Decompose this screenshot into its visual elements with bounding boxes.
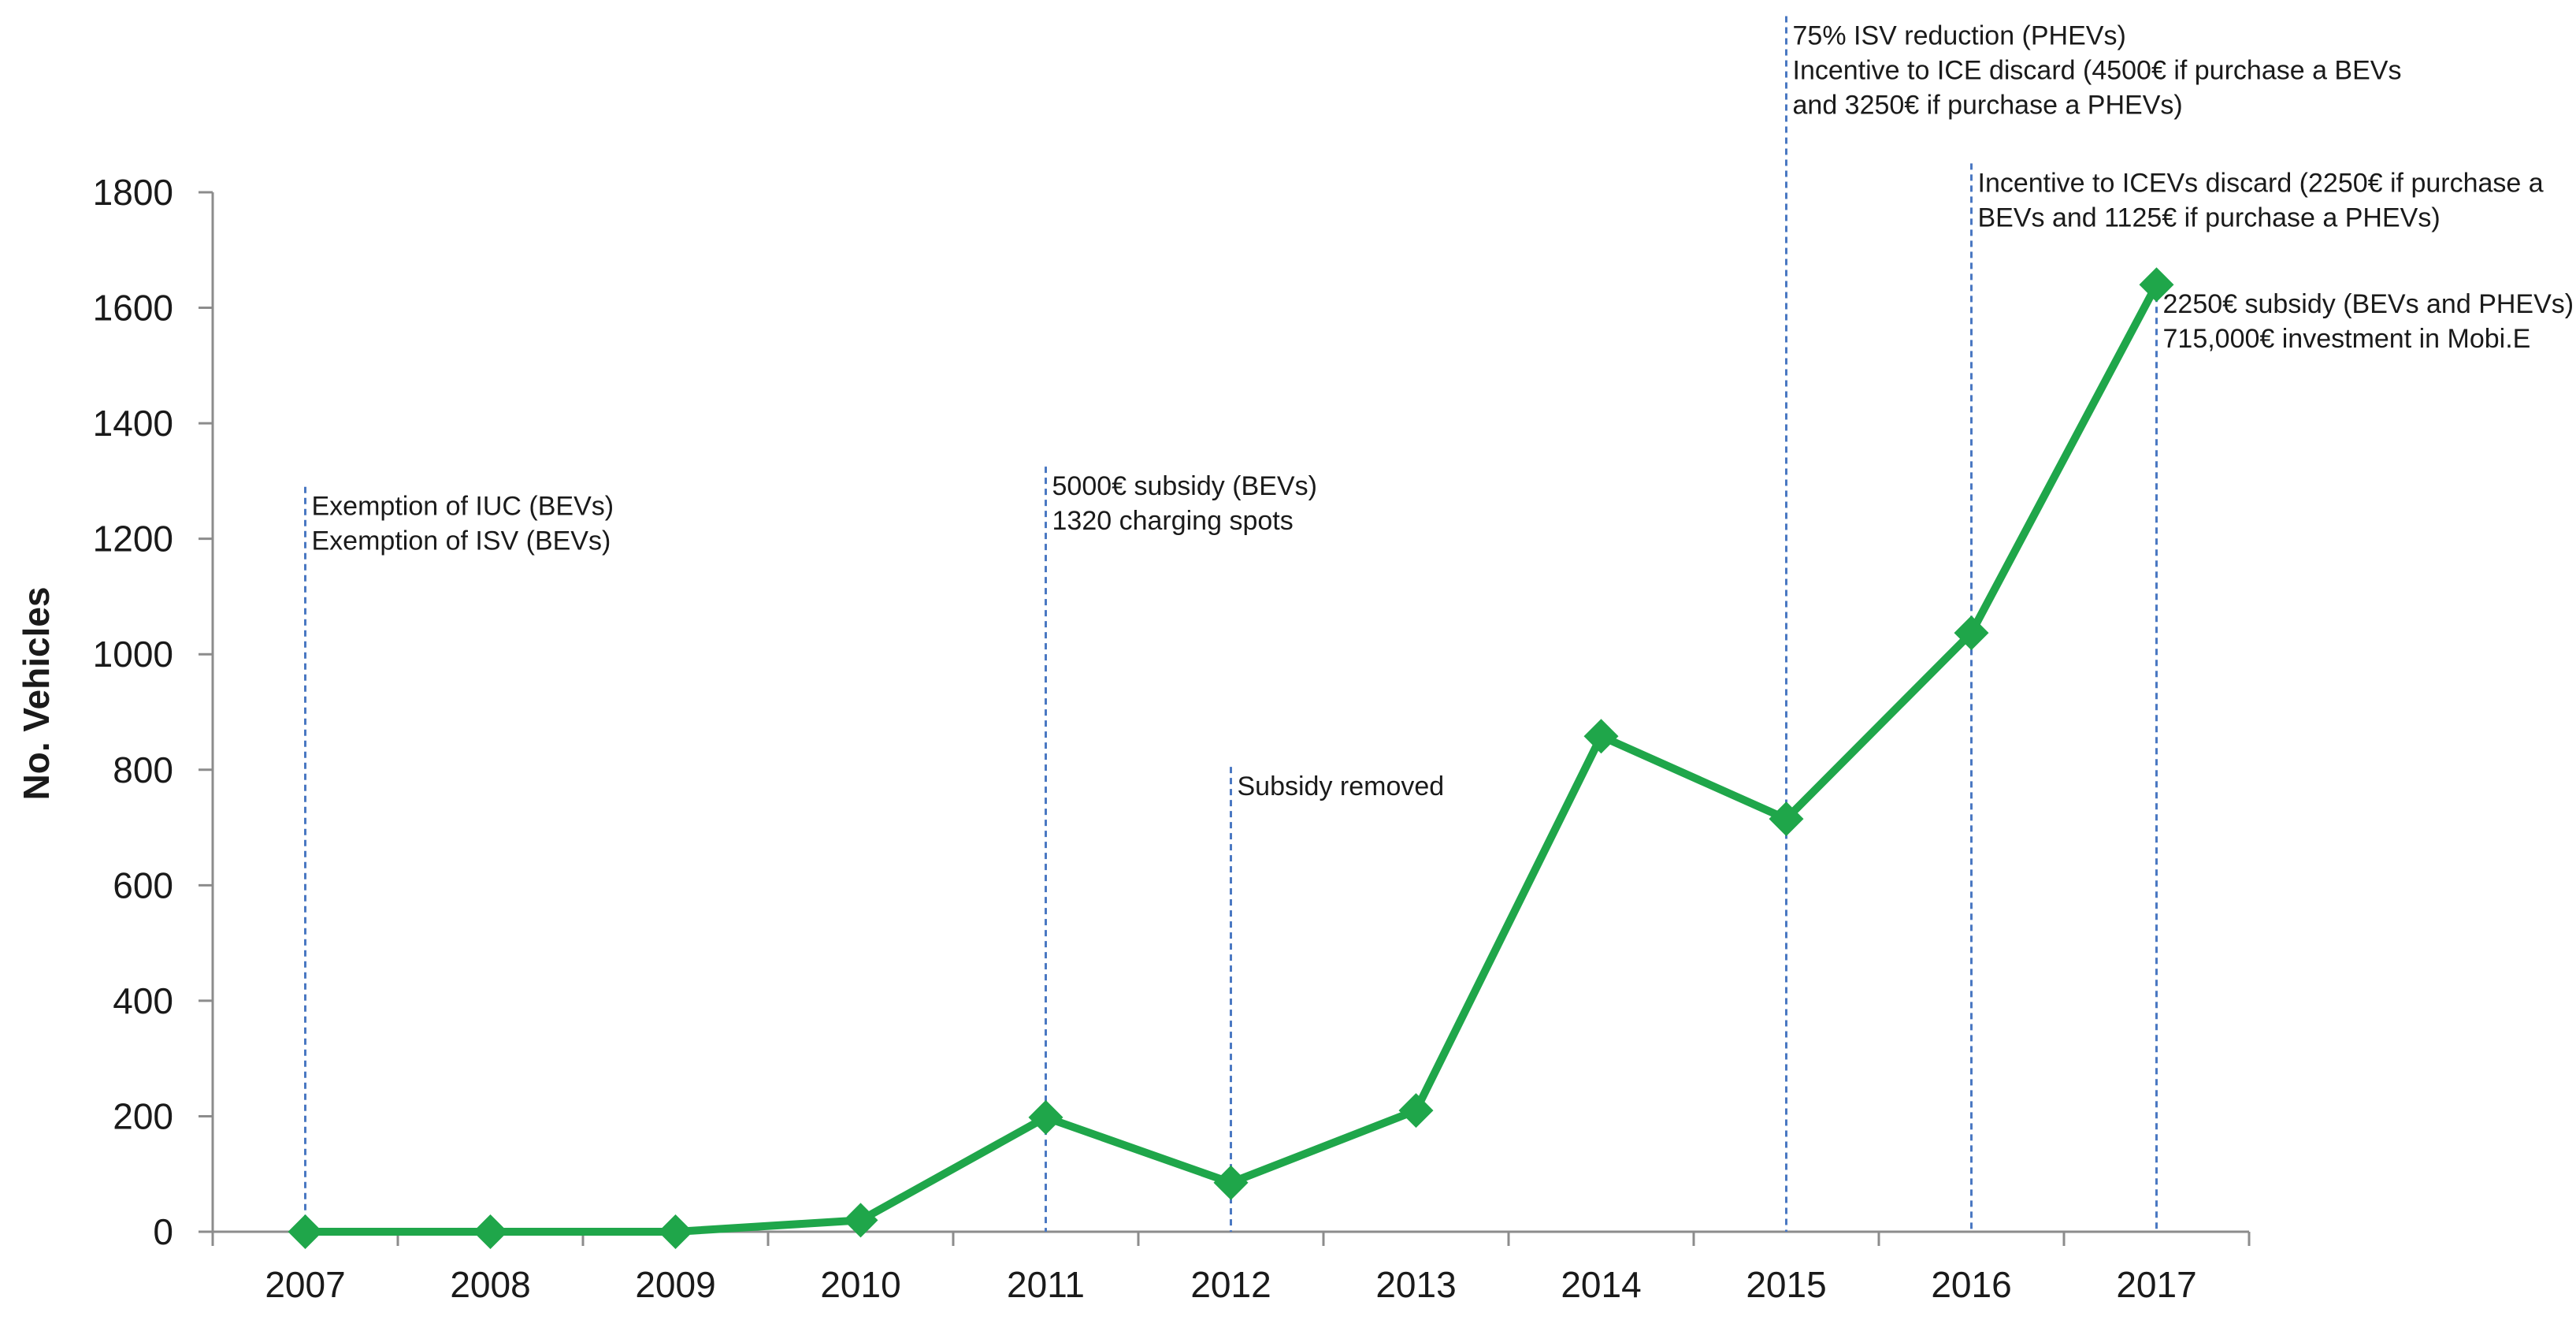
annotation-text: Incentive to ICEVs discard (2250€ if pur… <box>1978 168 2544 232</box>
annotations: Exemption of IUC (BEVs) Exemption of ISV … <box>304 16 2574 1232</box>
data-point <box>1028 1099 1063 1135</box>
y-tick-label: 600 <box>113 865 173 905</box>
annotation-line-text: 715,000€ investment in Mobi.E <box>2163 324 2531 354</box>
data-point <box>1583 719 1619 754</box>
annotation-line-text: Subsidy removed <box>1238 772 1445 801</box>
x-tick-label: 2008 <box>450 1264 530 1305</box>
annotation-line-text: 2250€ subsidy (BEVs and PHEVs) <box>2163 289 2574 319</box>
data-point <box>2139 267 2174 303</box>
x-tick-label: 2013 <box>1375 1264 1456 1305</box>
annotation-text: Subsidy removed <box>1238 772 1445 801</box>
data-point <box>1954 615 1989 651</box>
data-point <box>473 1214 508 1249</box>
annotation-line-text: Incentive to ICEVs discard (2250€ if pur… <box>1978 168 2544 198</box>
x-tick-label: 2009 <box>635 1264 715 1305</box>
y-tick-label: 1400 <box>93 403 173 444</box>
series <box>288 267 2174 1249</box>
y-tick-label: 1600 <box>93 288 173 329</box>
x-tick-label: 2015 <box>1746 1264 1826 1305</box>
y-tick-label: 1200 <box>93 519 173 560</box>
x-tick-label: 2007 <box>265 1264 345 1305</box>
axes: 0 200 400 600 800 1000 1200 1400 1600 1800 2007 200… <box>93 172 2251 1305</box>
annotation-text: Exemption of IUC (BEVs) Exemption of ISV … <box>312 492 614 556</box>
data-point <box>1769 801 1804 837</box>
x-tick-label: 2010 <box>820 1264 900 1305</box>
annotation-line-text: and 3250€ if purchase a PHEVs) <box>1793 91 2183 121</box>
annotation-text: 5000€ subsidy (BEVs) 1320 charging spots <box>1052 471 1317 536</box>
y-tick-label: 400 <box>113 980 173 1021</box>
data-point <box>843 1203 878 1238</box>
annotation-line-text: Exemption of ISV (BEVs) <box>312 526 611 556</box>
y-tick-label: 200 <box>113 1095 173 1136</box>
annotation-text: 75% ISV reduction (PHEVs) Incentive to IC… <box>1793 21 2402 121</box>
annotation-line-text: Incentive to ICE discard (4500€ if purch… <box>1793 56 2402 86</box>
y-axis-label: No. Vehicles <box>16 586 57 800</box>
y-tick-label: 1000 <box>93 634 173 675</box>
annotation-line-text: 5000€ subsidy (BEVs) <box>1052 471 1317 501</box>
data-point <box>1398 1093 1434 1129</box>
x-tick-label: 2016 <box>1931 1264 2011 1305</box>
data-point <box>288 1214 323 1249</box>
x-tick-label: 2017 <box>2116 1264 2196 1305</box>
y-tick-label: 0 <box>153 1211 173 1252</box>
x-tick-label: 2014 <box>1561 1264 1641 1305</box>
annotation-line-text: BEVs and 1125€ if purchase a PHEVs) <box>1978 203 2441 232</box>
x-tick-label: 2011 <box>1007 1264 1085 1305</box>
y-tick-label: 1800 <box>93 172 173 213</box>
annotation-text: 2250€ subsidy (BEVs and PHEVs) 715,000€ i… <box>2163 289 2574 354</box>
y-tick-label: 800 <box>113 749 173 790</box>
annotation-line-text: 1320 charging spots <box>1052 506 1294 536</box>
annotation-line-text: 75% ISV reduction (PHEVs) <box>1793 21 2126 51</box>
x-tick-label: 2012 <box>1190 1264 1271 1305</box>
data-point <box>658 1214 693 1249</box>
data-point <box>1213 1165 1249 1200</box>
annotation-line-text: Exemption of IUC (BEVs) <box>312 492 614 522</box>
